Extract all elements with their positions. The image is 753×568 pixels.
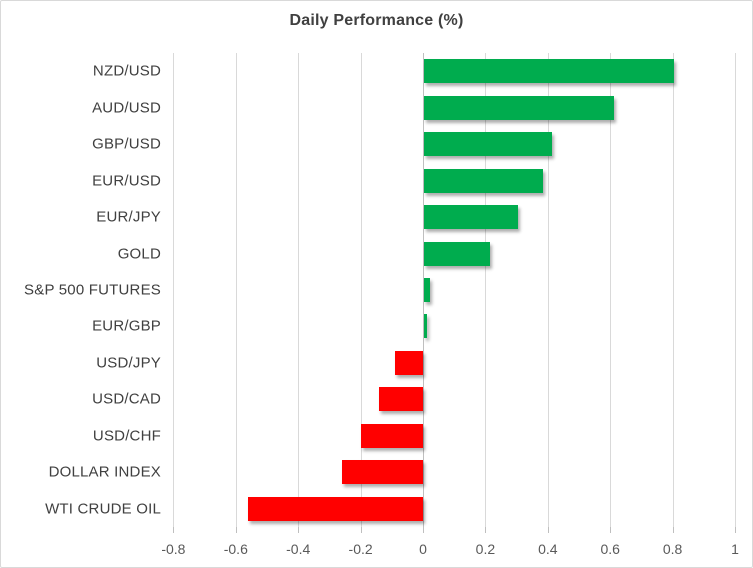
category-label-aud-usd: AUD/USD: [92, 99, 161, 117]
x-tick-label: 0.6: [600, 541, 620, 557]
tick-mark: [298, 527, 300, 533]
x-tick-label: 0.2: [475, 541, 496, 557]
category-label-gbp-usd: GBP/USD: [92, 135, 161, 153]
category-label-dollar-index: DOLLAR INDEX: [48, 463, 161, 481]
zero-axis-line: [423, 53, 424, 527]
tick-mark: [672, 527, 674, 533]
bar-eur-gbp: [424, 314, 428, 339]
tick-mark: [610, 527, 612, 533]
category-label-eur-usd: EUR/USD: [92, 172, 161, 190]
gridline: [360, 53, 362, 527]
gridline: [173, 53, 175, 527]
gridline: [672, 53, 674, 527]
bar-usd-chf: [360, 423, 423, 448]
x-tick-label: 0.4: [538, 541, 558, 557]
gridline: [235, 53, 237, 527]
tick-mark: [423, 527, 424, 533]
tick-mark: [547, 527, 549, 533]
chart-title: Daily Performance (%): [289, 12, 464, 29]
tick-mark: [173, 527, 175, 533]
tick-mark: [485, 527, 487, 533]
x-tick-label: -0.4: [286, 541, 311, 557]
category-label-eur-jpy: EUR/JPY: [96, 208, 161, 226]
gridline: [735, 53, 736, 527]
gridline: [485, 53, 487, 527]
gridline: [610, 53, 612, 527]
x-tick-label: 1: [731, 541, 739, 557]
tick-mark: [235, 527, 237, 533]
bar-nzd-usd: [424, 59, 674, 84]
x-tick-label: 0: [419, 541, 427, 557]
category-label-wti-crude-oil: WTI CRUDE OIL: [45, 500, 161, 518]
x-tick-label: 0.8: [662, 541, 683, 557]
bar-usd-cad: [379, 387, 423, 412]
bar-wti-crude-oil: [248, 496, 423, 521]
bar-gbp-usd: [424, 132, 552, 157]
category-label-nzd-usd: NZD/USD: [92, 62, 161, 80]
category-label-s-p-500-futures: S&P 500 FUTURES: [24, 281, 161, 299]
gridline: [298, 53, 300, 527]
bar-eur-jpy: [424, 205, 518, 230]
gridline: [547, 53, 549, 527]
bar-gold: [424, 241, 490, 266]
bar-eur-usd: [424, 168, 543, 193]
category-label-usd-cad: USD/CAD: [92, 390, 161, 408]
tick-mark: [360, 527, 362, 533]
bar-s-p-500-futures: [424, 278, 431, 302]
bar-aud-usd: [424, 95, 615, 120]
tick-mark: [735, 527, 736, 533]
category-label-gold: GOLD: [117, 245, 161, 263]
category-label-usd-jpy: USD/JPY: [96, 354, 161, 372]
bar-usd-jpy: [394, 350, 423, 375]
x-tick-label: -0.2: [348, 541, 373, 557]
category-label-usd-chf: USD/CHF: [92, 427, 161, 445]
category-label-eur-gbp: EUR/GBP: [92, 317, 161, 335]
x-tick-label: -0.8: [161, 541, 186, 557]
bar-dollar-index: [341, 460, 423, 485]
x-tick-label: -0.6: [223, 541, 248, 557]
